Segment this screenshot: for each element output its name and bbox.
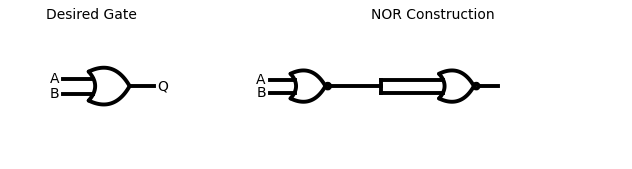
Text: B: B bbox=[49, 87, 59, 101]
Text: A: A bbox=[49, 71, 59, 86]
Text: NOR Construction: NOR Construction bbox=[371, 8, 495, 22]
Text: Desired Gate: Desired Gate bbox=[46, 8, 137, 22]
Text: B: B bbox=[256, 86, 266, 100]
Text: Q: Q bbox=[157, 79, 168, 93]
Text: A: A bbox=[257, 73, 266, 87]
